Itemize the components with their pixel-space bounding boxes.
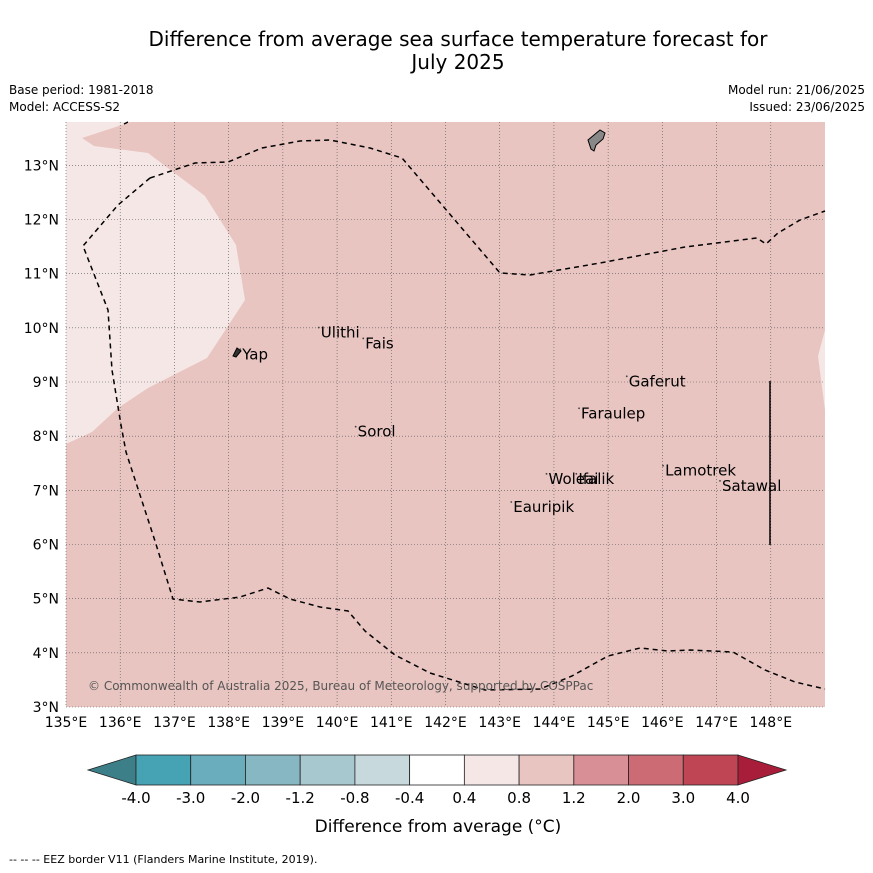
island-dot	[575, 472, 578, 475]
latitude-tick-label: 8°N	[33, 429, 59, 445]
longitude-tick-label: 137°E	[153, 715, 196, 731]
island-dot	[578, 407, 580, 410]
place-label: Lamotrek	[665, 462, 736, 480]
longitude-tick-label: 144°E	[533, 715, 576, 731]
colorbar-segment	[682, 754, 739, 786]
colorbar-tick-label: 3.0	[671, 789, 695, 807]
latitude-tick-label: 4°N	[33, 646, 59, 662]
colorbar-segment	[354, 754, 411, 786]
latitude-tick-label: 5°N	[33, 592, 59, 608]
anomaly-fill-light-west	[66, 122, 245, 444]
island-dot	[510, 501, 513, 503]
longitude-tick-label: 148°E	[749, 715, 792, 731]
longitude-tick-label: 146°E	[641, 715, 684, 731]
island-dot	[625, 375, 628, 378]
island-dot	[317, 326, 320, 329]
place-label: Sorol	[358, 423, 396, 441]
colorbar-segment	[135, 754, 192, 786]
guam-island	[587, 129, 606, 152]
map-title: Difference from average sea surface temp…	[0, 28, 873, 74]
latitude-tick-label: 6°N	[33, 538, 59, 554]
title-line-1: Difference from average sea surface temp…	[148, 27, 768, 51]
colorbar-tick-label: -4.0	[121, 789, 150, 807]
colorbar-segment	[518, 754, 575, 786]
colorbar-tick-label: 0.8	[507, 789, 531, 807]
place-label: Eauripik	[513, 498, 574, 516]
island-dot	[354, 425, 357, 428]
colorbar-segment	[190, 754, 246, 786]
meta-right: Model run: 21/06/2025 Issued: 23/06/2025	[728, 82, 865, 116]
longitude-tick-label: 136°E	[99, 715, 142, 731]
colorbar-segment	[409, 754, 465, 786]
graticule	[65, 122, 825, 708]
latitude-tick-label: 10°N	[24, 321, 59, 337]
colorbar-segment	[463, 754, 520, 786]
longitude-tick-label: 143°E	[478, 715, 521, 731]
island-dot	[662, 464, 664, 467]
place-label: Ulithi	[321, 324, 360, 342]
colorbar-segment	[299, 754, 356, 786]
latitude-tick-label: 3°N	[33, 700, 59, 716]
place-labels: Yap Ulithi Fais Sorol Gaferut Faraulep WoleaiI…	[239, 324, 781, 516]
place-label: Gaferut	[629, 372, 686, 390]
latitude-tick-label: 7°N	[33, 483, 59, 499]
latitude-tick-label: 13°N	[24, 158, 59, 174]
colorbar-under-arrow	[86, 754, 137, 786]
copyright-text: © Commonwealth of Australia 2025, Bureau…	[88, 679, 593, 693]
island-dot	[719, 479, 721, 482]
model-run: Model run: 21/06/2025	[727, 83, 865, 97]
colorbar-tick-label: -0.4	[395, 789, 424, 807]
place-label: Faraulep	[581, 404, 645, 422]
longitude-tick-label: 139°E	[262, 715, 305, 731]
colorbar-tick-label: -1.2	[286, 789, 315, 807]
base-period: Base period: 1981-2018	[9, 83, 154, 97]
colorbar-tick-label: 2.0	[617, 789, 641, 807]
latitude-tick-label: 12°N	[24, 213, 59, 229]
colorbar-tick-label: 1.2	[562, 789, 586, 807]
title-line-2: July 2025	[411, 50, 505, 74]
colorbar-over-arrow	[737, 754, 788, 786]
longitude-tick-label: 147°E	[695, 715, 738, 731]
colorbar-segment	[628, 754, 684, 786]
longitude-tick-label: 138°E	[207, 715, 250, 731]
longitude-tick-label: 135°E	[45, 715, 88, 731]
meta-left: Base period: 1981-2018 Model: ACCESS-S2	[9, 82, 154, 116]
model-name: Model: ACCESS-S2	[9, 100, 121, 114]
place-label: Ifalik	[578, 470, 614, 488]
colorbar-tick-label: -0.8	[340, 789, 369, 807]
place-label: Yap	[241, 345, 268, 363]
colorbar-tick-label: -2.0	[231, 789, 260, 807]
latitude-tick-label: 9°N	[33, 375, 59, 391]
footer-note: -- -- -- EEZ border V11 (Flanders Marine…	[9, 853, 318, 866]
colorbar: -4.0 -3.0 -2.0 -1.2 -0.8 -0.4 0.4 0.8 1.2 2.0 3.0 4…	[86, 754, 788, 807]
issued-date: Issued: 23/06/2025	[749, 100, 865, 114]
island-dot	[362, 337, 365, 340]
eez-border	[82, 177, 826, 691]
colorbar-tick-label: -3.0	[176, 789, 205, 807]
anomaly-fill-light-east	[818, 330, 825, 410]
place-label: Satawal	[722, 477, 781, 495]
map-panel: Yap Ulithi Fais Sorol Gaferut Faraulep WoleaiI…	[65, 121, 826, 708]
colorbar-tick-label: 0.4	[452, 789, 476, 807]
latitude-tick-label: 11°N	[24, 267, 59, 283]
colorbar-label: Difference from average (°C)	[315, 817, 562, 837]
yap-island	[232, 347, 242, 358]
island-dot	[239, 348, 242, 351]
longitude-tick-label: 141°E	[370, 715, 413, 731]
longitude-tick-label: 142°E	[424, 715, 467, 731]
place-label: Fais	[365, 334, 394, 352]
place-label: Woleai	[549, 470, 599, 488]
eez-border	[123, 121, 826, 276]
colorbar-segment	[573, 754, 629, 786]
longitude-tick-labels: 135°E 136°E 137°E 138°E 139°E 140°E 141°E 142°E…	[45, 715, 792, 731]
longitude-tick-label: 140°E	[316, 715, 359, 731]
latitude-tick-labels: 3°N 4°N 5°N 6°N 7°N 8°N 9°N 10°N 11°N 12°N 13°N	[24, 158, 59, 716]
colorbar-segment	[245, 754, 301, 786]
longitude-tick-label: 145°E	[587, 715, 630, 731]
island-dot	[545, 472, 548, 475]
colorbar-tick-label: 4.0	[726, 789, 750, 807]
